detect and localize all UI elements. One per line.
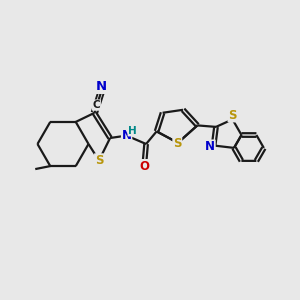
Text: N: N bbox=[122, 129, 132, 142]
Text: S: S bbox=[173, 137, 182, 150]
Text: S: S bbox=[95, 154, 103, 167]
Text: H: H bbox=[128, 126, 137, 136]
Text: N: N bbox=[205, 140, 215, 153]
Text: O: O bbox=[140, 160, 150, 173]
Text: N: N bbox=[96, 80, 107, 93]
Text: S: S bbox=[228, 109, 237, 122]
Text: C: C bbox=[93, 100, 100, 110]
